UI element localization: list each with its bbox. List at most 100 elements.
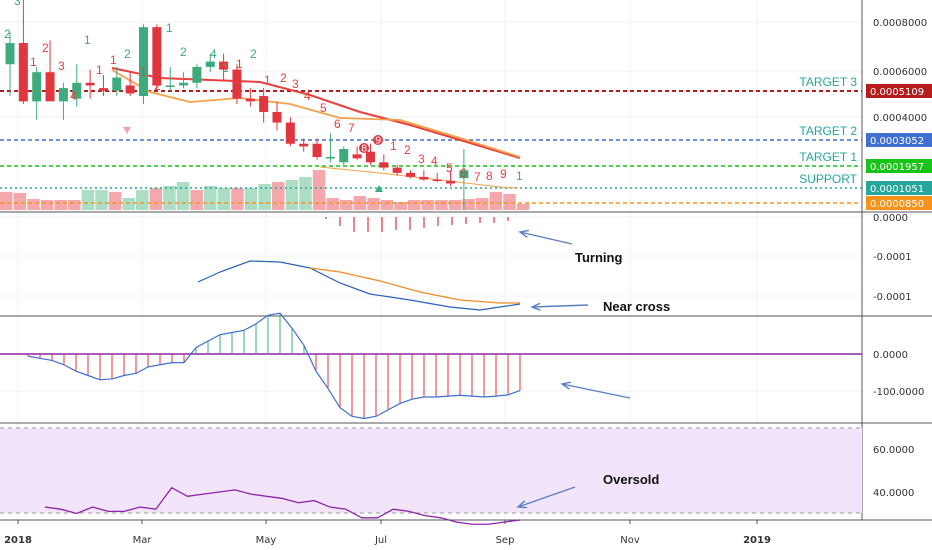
volume-bar [408,200,421,210]
volume-bar [68,200,81,210]
volume-bar [367,198,380,210]
level-tag-text-2: 0.0001957 [870,162,924,173]
rsi-overbought-oversold-band [0,428,862,513]
candle-body [205,61,215,67]
candle-body [259,96,269,112]
candle-body [139,27,148,97]
buy-setup-marker [375,185,383,192]
candle-body [45,72,55,102]
count-label-26: 1 [390,139,397,153]
candle-body [312,143,322,157]
candle-body [245,98,255,102]
level-name-3: SUPPORT [799,172,857,186]
level-name-2: TARGET 1 [799,150,857,164]
price-tick-2: 0.0004000 [873,113,927,124]
volume-bar [190,190,203,210]
volume-bar [81,190,95,210]
count-label-15: 4 [210,47,217,61]
level-name-1: TARGET 2 [799,124,857,138]
macd-signal-line [309,267,520,304]
volume-bar [503,194,516,210]
candle-body [339,149,349,163]
volume-bar [421,200,435,210]
volume-bar [244,188,258,210]
candle-body [392,167,402,173]
count-label-29: 4 [431,154,438,168]
count-label-35: 1 [516,169,523,183]
ma-red-line [111,67,521,159]
count-badge-1 [373,135,383,145]
annotation-arrow-1 [531,304,589,308]
count-label-31: 6 [460,166,467,180]
count-label-19: 1 [264,73,271,87]
count-label-12: 1 [166,21,173,35]
volume-bar [340,200,353,210]
count-label-4: 3 [58,59,65,73]
rsi-tick-0: 60.0000 [873,445,914,456]
candle-body [285,122,295,144]
annotation-arrowhead-1 [530,302,541,311]
count-label-21: 3 [292,77,299,91]
candle-body [272,111,282,123]
level-tag-3 [866,181,932,195]
volume-bar [0,192,13,210]
annotation-arrow-2 [561,383,631,399]
candle-body [379,162,389,168]
level-tag-1 [866,133,932,147]
candle-body [112,77,122,91]
volume-bar [272,182,285,210]
volume-bar [217,188,231,210]
candles [5,0,469,210]
candle-body [58,88,68,102]
volume-bar [27,199,40,210]
count-label-2: 1 [30,55,37,69]
annotation-arrowhead-2 [560,381,571,390]
volume-bar [448,200,462,210]
volume-bar [462,199,475,210]
volume-bar [95,190,108,210]
volume-bar [516,204,530,210]
rsi-tick-1: 40.0000 [873,488,914,499]
count-badge-text-0: 8 [361,144,367,155]
price-tick-0: 0.0008000 [873,18,927,29]
rsi-line [44,486,521,525]
level-tag-text-0: 0.0005109 [870,87,924,98]
candle-body [125,85,135,94]
count-label-33: 8 [486,169,493,183]
count-label-25: 7 [348,121,355,135]
volume-bar [54,200,67,210]
macd-line [197,260,521,311]
count-label-10: 1 [140,65,147,79]
count-label-22: 4 [304,89,311,103]
momentum-line [27,312,521,420]
count-label-27: 2 [404,143,411,157]
annotation-arrow-0 [519,231,573,245]
annotations: Turning Near cross Oversold [516,229,670,509]
count-label-17: 1 [236,57,243,71]
candle-body [325,157,335,159]
count-badge-0 [359,143,369,153]
candle-body [179,82,189,86]
candle-body [72,82,82,99]
count-label-13: 2 [180,45,187,59]
level-tag-2 [866,159,932,173]
candle-body [352,154,362,159]
time-tick-label-1: Mar [133,535,153,546]
volume-bar [108,192,122,210]
volume-bar [204,186,217,210]
candle-body [165,85,175,87]
candle-body [192,66,202,83]
count-badge-text-1: 9 [375,136,381,147]
annotation-text-0: Turning [575,250,622,265]
count-label-8: 1 [110,53,117,67]
candle-body [299,143,309,147]
volume-bars [0,170,530,210]
time-tick-label-3: Jul [374,535,387,546]
volume-bar [380,200,394,210]
count-label-24: 6 [334,117,341,131]
candle-body [419,176,429,180]
volume-bar [136,190,149,210]
count-label-6: 1 [84,33,91,47]
candle-body [459,170,469,179]
volume-bar [122,198,135,210]
